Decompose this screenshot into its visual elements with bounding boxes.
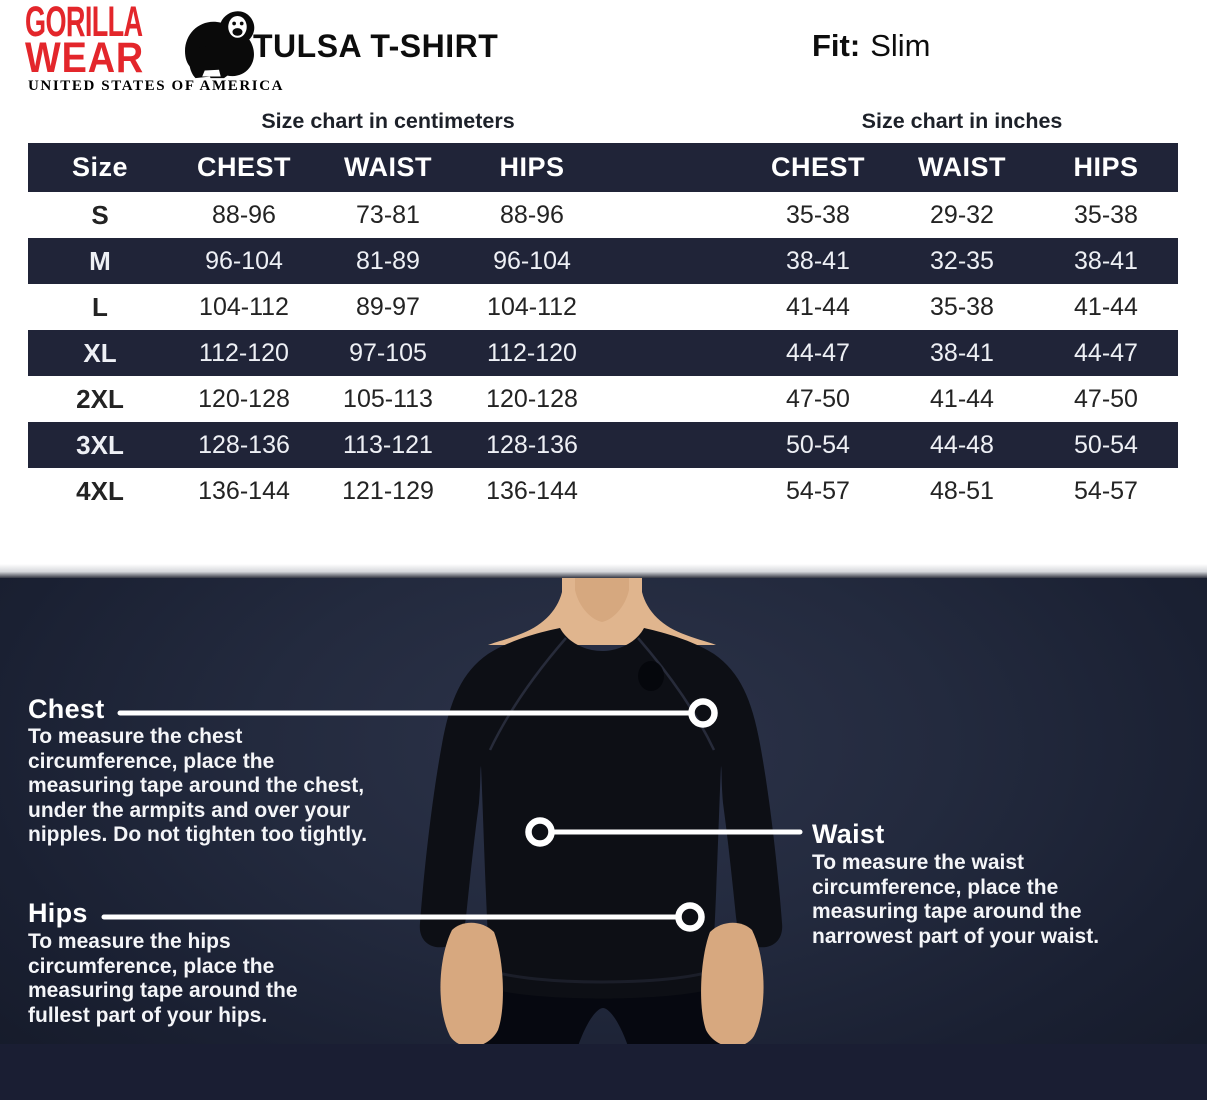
size-value: 47-50 <box>786 384 850 413</box>
fit-label: Fit: <box>812 28 861 63</box>
column-header-hips-cm: HIPS <box>499 152 565 182</box>
size-value: 41-44 <box>1074 292 1138 321</box>
size-label: 3XL <box>76 429 124 460</box>
size-value: 32-35 <box>930 246 994 275</box>
size-value: 54-57 <box>1074 476 1138 505</box>
fit-value: Slim <box>870 28 931 63</box>
column-header-chest-cm: CHEST <box>196 152 291 182</box>
size-table: Size CHEST WAIST HIPS CHEST WAIST HIPS S… <box>28 143 1178 514</box>
size-value: 112-120 <box>199 338 289 367</box>
size-value: 35-38 <box>930 292 994 321</box>
shirt-seam-left <box>488 637 567 751</box>
chest-measure-point <box>688 698 718 728</box>
waist-guide-title: Waist <box>812 819 885 849</box>
hips-guide-text: To measure the hips circumference, place… <box>28 930 298 1027</box>
size-value: 88-96 <box>500 200 564 229</box>
logo-text-line1: GORILLA <box>25 0 143 46</box>
model-neck-shading <box>575 578 629 622</box>
size-value: 54-57 <box>786 476 850 505</box>
hips-guide-title: Hips <box>28 898 88 928</box>
shirt-seam-right <box>637 637 716 751</box>
size-value: 44-48 <box>930 430 994 459</box>
size-value: 120-128 <box>198 384 290 413</box>
logo-text-line2: WEAR <box>25 34 145 82</box>
size-value: 41-44 <box>786 292 850 321</box>
size-value: 89-97 <box>356 292 420 321</box>
size-value: 50-54 <box>786 430 850 459</box>
size-value: 120-128 <box>486 384 578 413</box>
table-row: 4XL 136-144 121-129 136-144 54-57 48-51 54-57 <box>28 468 1178 514</box>
caption-inches: Size chart in inches <box>861 109 1063 133</box>
size-value: 88-96 <box>212 200 276 229</box>
hips-measure-point <box>675 902 705 932</box>
size-label: S <box>91 199 109 230</box>
column-header-hips-in: HIPS <box>1073 152 1139 182</box>
size-value: 112-120 <box>487 338 577 367</box>
size-value: 121-129 <box>342 476 434 505</box>
size-value: 44-47 <box>1074 338 1138 367</box>
waist-guide-text: To measure the waist circumference, plac… <box>812 851 1100 948</box>
column-header-waist-cm: WAIST <box>344 152 432 182</box>
size-value: 38-41 <box>786 246 850 275</box>
size-value: 38-41 <box>1074 246 1138 275</box>
fit-info: Fit: Slim <box>812 28 930 64</box>
size-value: 128-136 <box>198 430 290 459</box>
measurement-guide-section: Chest To measure the chest circumference… <box>0 578 1207 1100</box>
logo-subtitle: UNITED STATES OF AMERICA <box>28 78 285 94</box>
size-label: 4XL <box>76 475 124 506</box>
size-value: 113-121 <box>343 430 433 459</box>
table-row: S 88-96 73-81 88-96 35-38 29-32 35-38 <box>28 192 1178 238</box>
size-value: 38-41 <box>930 338 994 367</box>
size-label: L <box>92 291 108 322</box>
size-label: 2XL <box>76 383 124 414</box>
table-header-row: Size CHEST WAIST HIPS CHEST WAIST HIPS <box>28 143 1178 192</box>
size-value: 105-113 <box>343 384 433 413</box>
size-value: 128-136 <box>486 430 578 459</box>
table-row: L 104-112 89-97 104-112 41-44 35-38 41-44 <box>28 284 1178 330</box>
caption-centimeters: Size chart in centimeters <box>261 109 515 133</box>
model-figure <box>0 578 1207 1100</box>
table-row: 3XL 128-136 113-121 128-136 50-54 44-48 50-54 <box>28 422 1178 468</box>
size-label: XL <box>83 337 117 368</box>
size-value: 35-38 <box>786 200 850 229</box>
shirt-chest-logo <box>638 661 664 691</box>
table-row: M 96-104 81-89 96-104 38-41 32-35 38-41 <box>28 238 1178 284</box>
size-value: 136-144 <box>486 476 578 505</box>
chest-guide-text: To measure the chest circumference, plac… <box>28 725 368 846</box>
size-value: 97-105 <box>349 338 427 367</box>
table-row: XL 112-120 97-105 112-120 44-47 38-41 44-47 <box>28 330 1178 376</box>
column-header-size: Size <box>71 152 129 182</box>
size-value: 104-112 <box>199 292 289 321</box>
gorilla-wear-logo: GORILLA WEAR UNITED STATES OF AMERICA <box>25 0 282 99</box>
size-table-body: S 88-96 73-81 88-96 35-38 29-32 35-38 M 96-104 81… <box>28 192 1178 514</box>
shirt-hem-line <box>488 968 716 984</box>
size-value: 44-47 <box>786 338 850 367</box>
section-divider-shadow <box>0 564 1207 578</box>
size-value: 29-32 <box>930 200 994 229</box>
size-value: 104-112 <box>487 292 577 321</box>
size-value: 73-81 <box>356 200 420 229</box>
size-value: 48-51 <box>930 476 994 505</box>
page-title: TULSA T-SHIRT <box>253 28 499 64</box>
table-row: 2XL 120-128 105-113 120-128 47-50 41-44 47-50 <box>28 376 1178 422</box>
size-value: 96-104 <box>493 246 571 275</box>
size-value: 47-50 <box>1074 384 1138 413</box>
size-value: 81-89 <box>356 246 420 275</box>
size-label: M <box>89 245 111 276</box>
size-value: 35-38 <box>1074 200 1138 229</box>
size-value: 136-144 <box>198 476 290 505</box>
column-header-chest-in: CHEST <box>770 152 865 182</box>
column-header-waist-in: WAIST <box>918 152 1006 182</box>
model-hands <box>440 922 764 1047</box>
gorilla-icon <box>185 11 255 79</box>
floor-band <box>0 1044 1207 1100</box>
chest-guide-title: Chest <box>28 694 105 724</box>
size-value: 96-104 <box>205 246 283 275</box>
size-value: 41-44 <box>930 384 994 413</box>
size-value: 50-54 <box>1074 430 1138 459</box>
